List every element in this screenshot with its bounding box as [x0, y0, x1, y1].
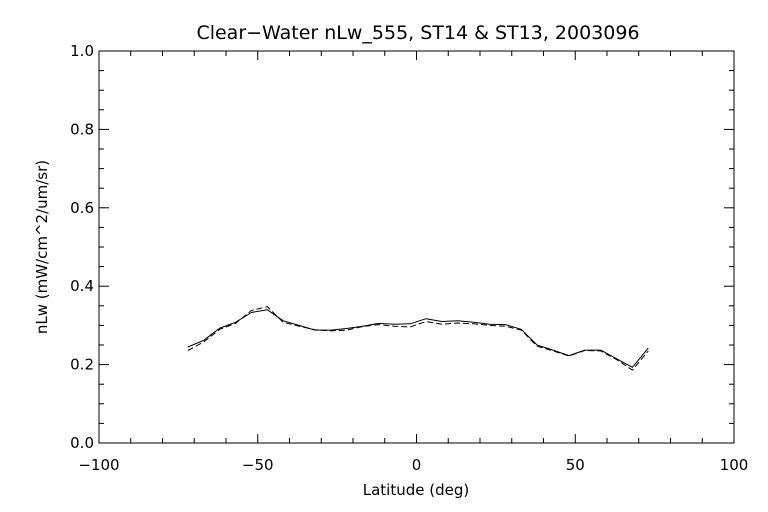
x-tick-label: −100	[78, 456, 119, 474]
x-tick-label: 0	[412, 456, 422, 474]
y-tick-label: 0.0	[70, 434, 94, 452]
series-line-dashed	[187, 306, 649, 371]
y-tick-label: 0.2	[70, 356, 94, 374]
x-tick-label: 50	[566, 456, 585, 474]
chart-title: Clear−Water nLw_555, ST14 & ST13, 200309…	[196, 22, 639, 44]
y-tick-label: 0.8	[70, 120, 94, 138]
y-tick-label: 0.6	[70, 199, 94, 217]
y-axis-label: nLw (mW/cm^2/um/sr)	[33, 160, 51, 334]
y-tick-label: 0.4	[70, 277, 94, 295]
plot-frame	[98, 50, 735, 444]
x-axis-label: Latitude (deg)	[363, 481, 469, 499]
axis-ticks	[98, 50, 735, 444]
axis-tick-labels: −100 −50 0 50 100 0.0 0.2 0.4 0.6 0.8 1.0	[70, 42, 748, 474]
series-layer	[187, 306, 649, 371]
x-tick-label: −50	[242, 456, 274, 474]
series-line-solid	[187, 309, 649, 368]
x-tick-label: 100	[720, 456, 749, 474]
y-tick-label: 1.0	[70, 42, 94, 60]
